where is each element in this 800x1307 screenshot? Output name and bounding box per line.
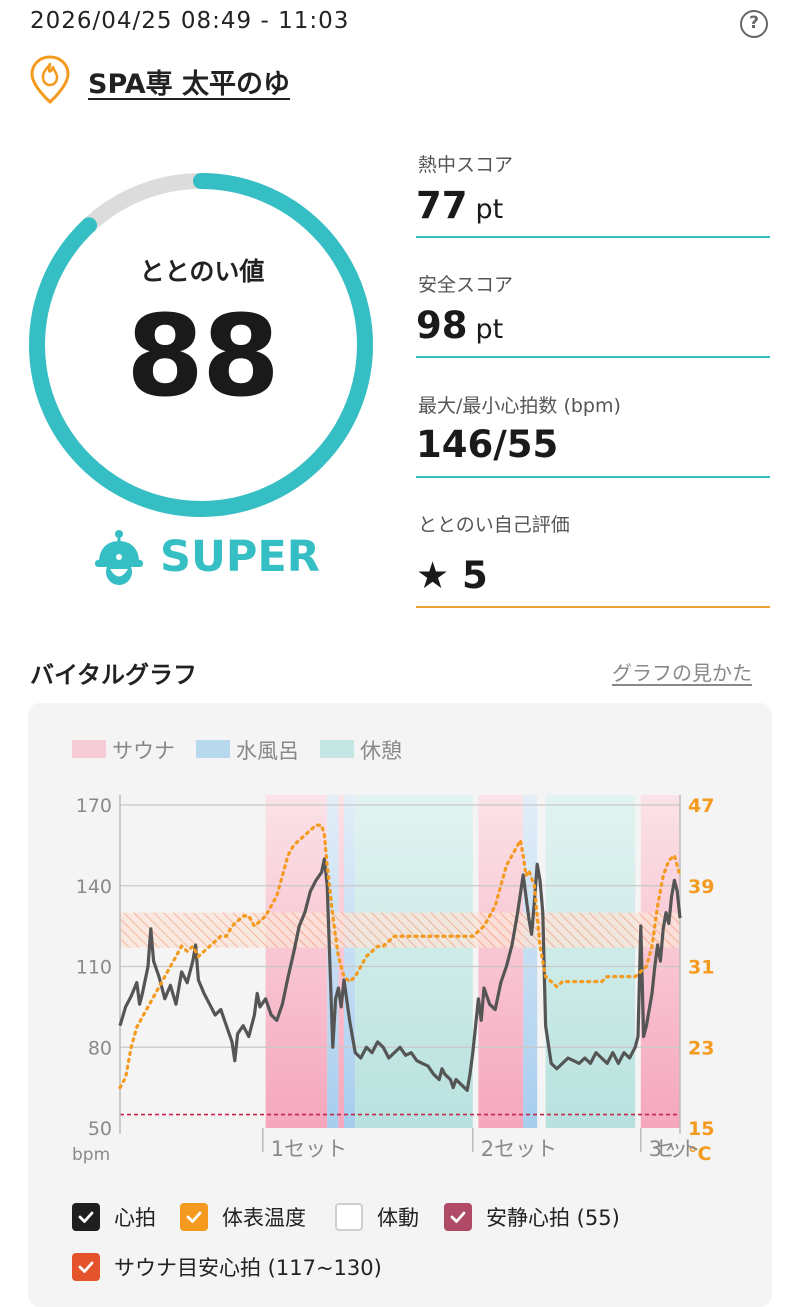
vital-graph-title: バイタルグラフ — [30, 661, 198, 689]
y-left-tick-label: 140 — [76, 876, 112, 898]
flame-pin-icon — [30, 55, 70, 105]
toggle-label: 安静心拍 (55) — [486, 1206, 620, 1230]
y-right-unit-label: °C — [688, 1143, 711, 1165]
safety-score-value: 98 pt — [416, 304, 504, 347]
self-rating-value[interactable]: ★ 5 — [416, 554, 488, 597]
toggle-label: 心拍 — [114, 1206, 156, 1230]
y-right-tick-label: 15 — [688, 1118, 714, 1140]
heart-rate-value: 146/55 — [416, 423, 559, 466]
sauna-hat-icon — [95, 530, 143, 585]
toggle-skin-temperature[interactable]: 体表温度 — [180, 1202, 306, 1232]
toggle-resting-hr[interactable]: 安静心拍 (55) — [444, 1202, 620, 1232]
y-right-tick-label: 31 — [688, 957, 714, 979]
set-label: 2セット — [481, 1137, 557, 1161]
checkbox-icon[interactable] — [72, 1203, 100, 1231]
divider — [416, 236, 770, 238]
toggle-body-motion[interactable]: 体動 — [335, 1202, 419, 1232]
check-icon — [78, 1261, 94, 1273]
rest-segment — [355, 795, 473, 1128]
heat-score-value: 77 pt — [416, 184, 504, 227]
check-icon — [78, 1211, 94, 1223]
y-right-tick-label: 47 — [688, 795, 714, 817]
sauna-target-band — [120, 912, 680, 948]
score-label: ととのい値 — [139, 257, 265, 286]
legend-rest-swatch — [320, 740, 354, 758]
divider — [416, 356, 770, 358]
score-value: 88 — [126, 292, 280, 422]
toggle-label: 体動 — [377, 1206, 419, 1230]
heat-score-label: 熱中スコア — [418, 154, 514, 176]
check-icon — [186, 1211, 202, 1223]
legend-sauna-label: サウナ — [112, 739, 175, 763]
cold-segment — [344, 795, 356, 1128]
heart-rate-label: 最大/最小心拍数 (bpm) — [418, 395, 621, 417]
level-badge: SUPER — [160, 532, 320, 582]
rest-segment — [545, 795, 636, 1128]
divider — [416, 476, 770, 478]
facility-name-link[interactable]: SPA専 太平のゆ — [88, 69, 291, 100]
cold-segment — [327, 795, 339, 1128]
y-right-tick-label: 39 — [688, 876, 714, 898]
legend-cold-bath-label: 水風呂 — [236, 739, 299, 763]
y-left-unit-label: bpm — [72, 1145, 110, 1165]
checkbox-icon[interactable] — [335, 1203, 363, 1231]
self-rating-underline — [416, 606, 770, 608]
graph-help-link[interactable]: グラフの見かた — [612, 661, 752, 685]
set-label: 1セット — [271, 1137, 347, 1161]
y-right-tick-label: 23 — [688, 1037, 714, 1059]
session-datetime: 2026/04/25 08:49 - 11:03 — [30, 8, 350, 34]
legend-cold-bath-swatch — [196, 740, 230, 758]
y-left-tick-label: 170 — [76, 795, 112, 817]
y-left-tick-label: 80 — [88, 1037, 112, 1059]
toggle-label: 体表温度 — [222, 1206, 306, 1230]
self-rating-label: ととのい自己評価 — [418, 514, 570, 536]
question-circle-icon[interactable]: ? — [740, 10, 768, 38]
safety-score-label: 安全スコア — [418, 274, 514, 296]
skin-temperature-series — [118, 823, 682, 1090]
y-left-tick-label: 110 — [76, 957, 112, 979]
toggle-sauna-target-hr[interactable]: サウナ目安心拍 (117~130) — [72, 1252, 382, 1282]
set-label: 3セット — [649, 1137, 701, 1161]
cold-segment — [523, 795, 538, 1128]
vital-chart[interactable]: 50 80 110 140 170 15 23 31 39 47 bpm °C 1セット 2セット 3セッ… — [60, 780, 740, 1170]
checkbox-icon[interactable] — [72, 1253, 100, 1281]
toggle-label: サウナ目安心拍 (117~130) — [114, 1256, 382, 1280]
checkbox-icon[interactable] — [444, 1203, 472, 1231]
check-icon — [450, 1211, 466, 1223]
heart-rate-series — [118, 857, 682, 1092]
legend-rest-label: 休憩 — [360, 739, 402, 763]
sauna-segment — [265, 795, 328, 1128]
score-ring — [29, 173, 373, 517]
checkbox-icon[interactable] — [180, 1203, 208, 1231]
y-left-tick-label: 50 — [88, 1118, 112, 1140]
toggle-heart-rate[interactable]: 心拍 — [72, 1202, 156, 1232]
legend-sauna-swatch — [72, 740, 106, 758]
